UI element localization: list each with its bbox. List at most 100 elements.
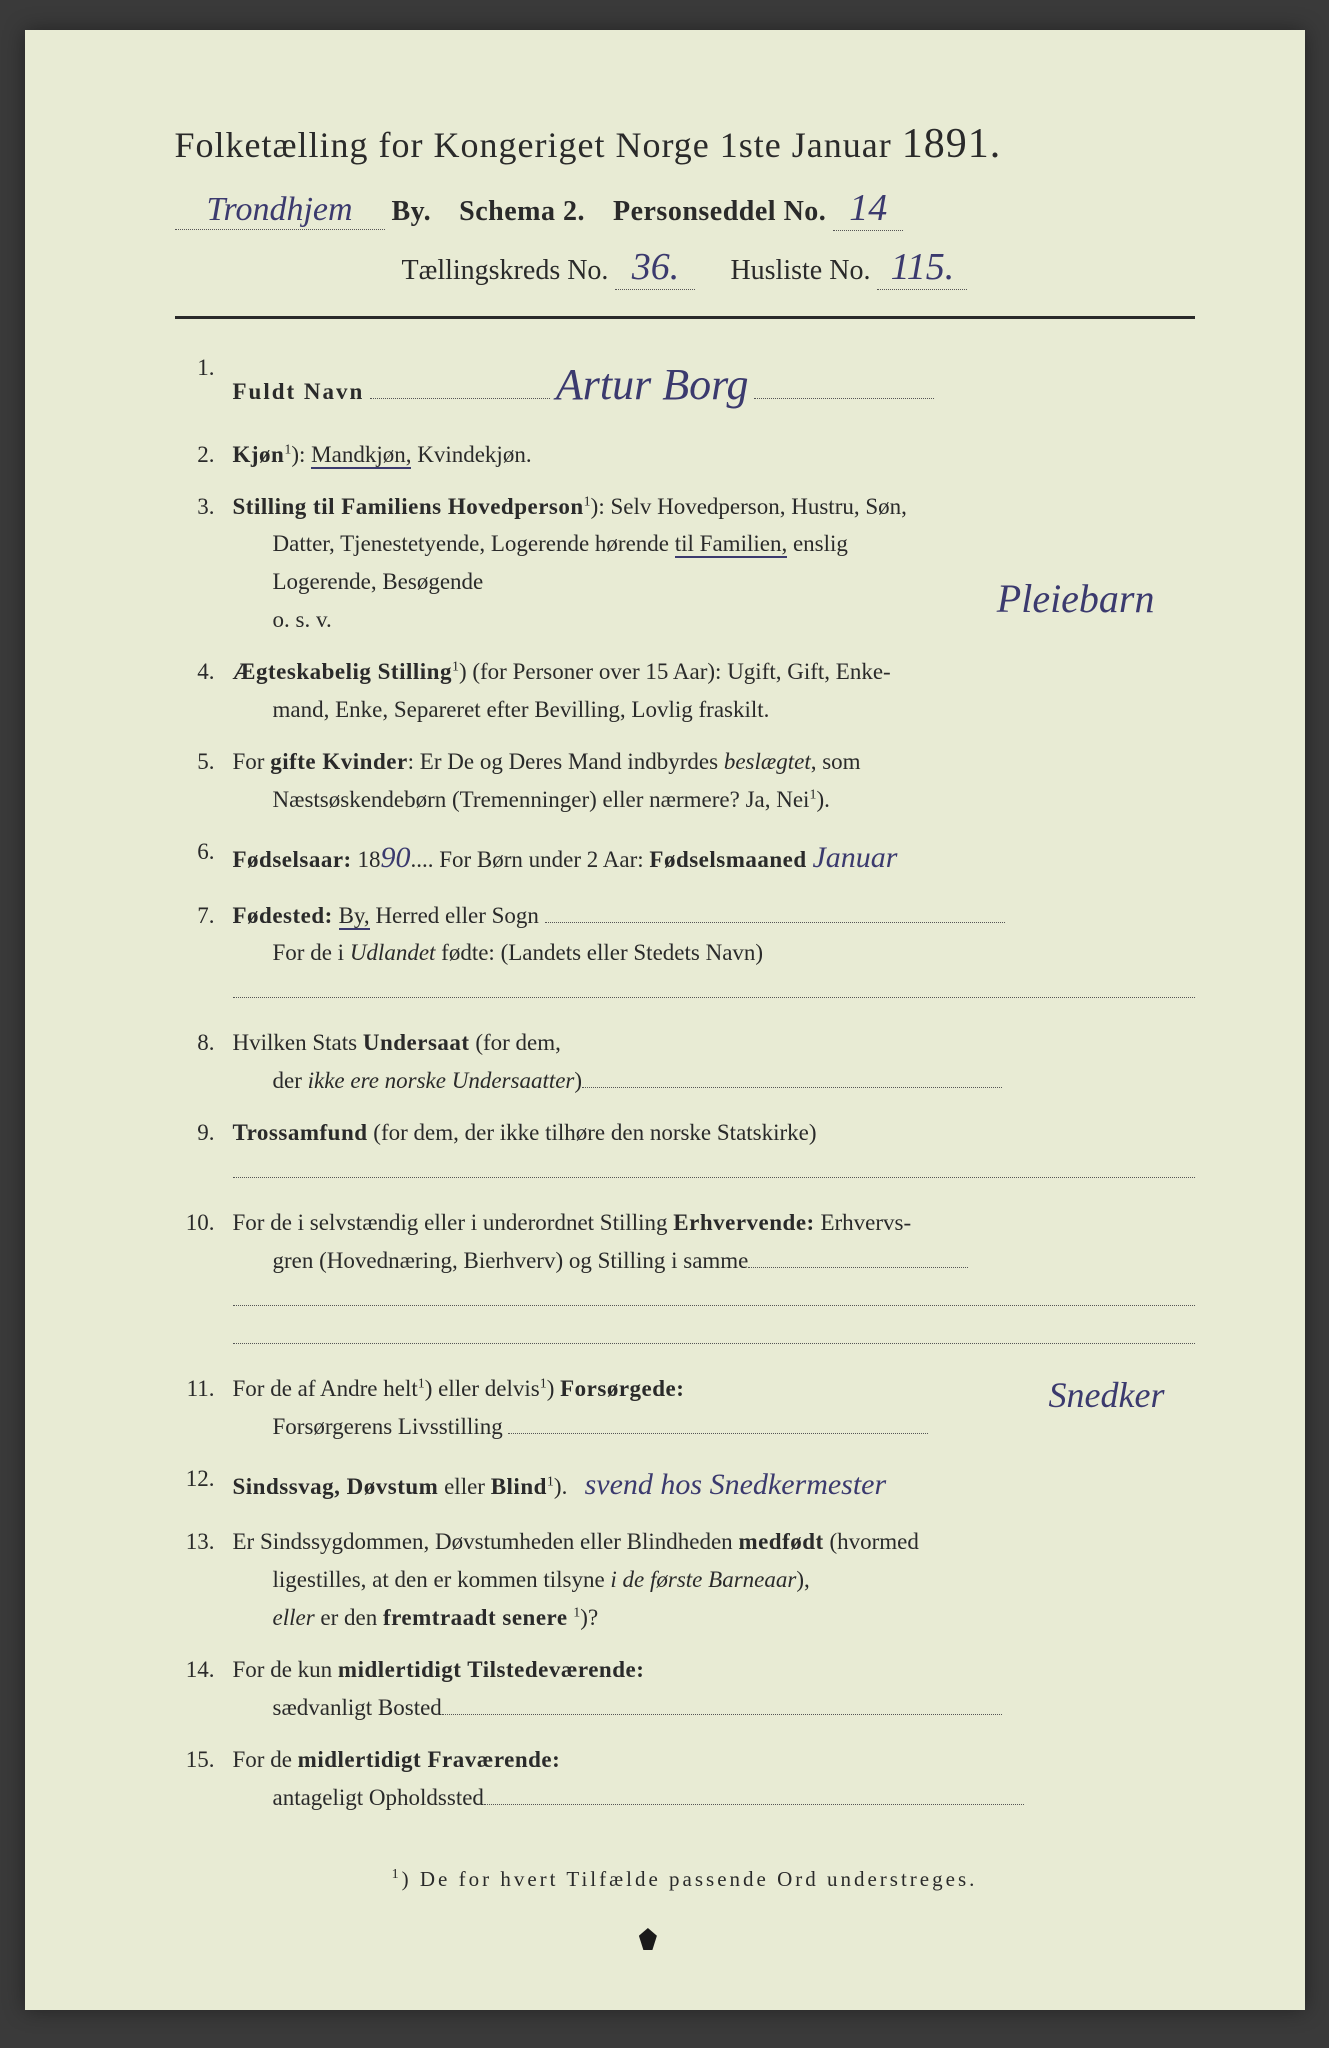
q3-l2b: til Familien,: [675, 531, 787, 558]
q11-l2: Forsørgerens Livsstilling: [233, 1414, 503, 1439]
field-15-temp-absent: 15. For de midlertidigt Fraværende: anta…: [175, 1741, 1195, 1817]
num-11: 11.: [175, 1370, 233, 1446]
q13-l3b: er den: [315, 1605, 383, 1630]
q12-label2: Blind: [491, 1474, 547, 1499]
field-4-marital: 4. Ægteskabelig Stilling1) (for Personer…: [175, 653, 1195, 729]
q6-rest: For Børn under 2 Aar:: [439, 847, 649, 872]
q8-l1a: Hvilken Stats: [233, 1030, 363, 1055]
q6-hw: Januar: [812, 841, 897, 874]
husliste-no: 115.: [877, 245, 967, 290]
q11-hw: Snedker: [1049, 1366, 1165, 1425]
field-11-supported: 11. For de af Andre helt1) eller delvis1…: [175, 1370, 1195, 1446]
field-3-position: 3. Stilling til Familiens Hovedperson1):…: [175, 488, 1195, 640]
title-text: Folketælling for Kongeriget Norge 1ste J…: [175, 125, 892, 165]
q10-l1b: Erhvervende:: [673, 1210, 814, 1235]
kreds-label: Tællingskreds No.: [402, 255, 609, 286]
title-year: 1891.: [902, 121, 1002, 167]
q13-l1a: Er Sindssygdommen, Døvstumheden eller Bl…: [233, 1529, 739, 1554]
name-value: Artur Borg: [556, 360, 749, 409]
label-fuldt-navn: Fuldt Navn: [233, 379, 365, 404]
header-title: Folketælling for Kongeriget Norge 1ste J…: [175, 120, 1195, 168]
divider: [175, 316, 1195, 319]
num-8: 8.: [175, 1024, 233, 1100]
field-1-name: 1. Fuldt Navn Artur Borg: [175, 349, 1195, 422]
opt-mandkjon: Mandkjøn,: [311, 442, 411, 469]
q5-l1a: For: [233, 749, 271, 774]
field-2-sex: 2. Kjøn1): Mandkjøn, Kvindekjøn.: [175, 436, 1195, 474]
ink-blot: [639, 1928, 657, 1950]
field-6-birthyear: 6. Fødselsaar: 1890.... For Børn under 2…: [175, 833, 1195, 883]
q5-l1e: , som: [811, 749, 861, 774]
q13-l2a: ligestilles, at den er kommen tilsyne: [233, 1567, 611, 1592]
q5-l1c: : Er De og Deres Mand indbyrdes: [408, 749, 724, 774]
header-line-3: Tællingskreds No. 36. Husliste No. 115.: [175, 245, 1195, 290]
q3-l3: Logerende, Besøgende: [233, 569, 484, 594]
q13-l1b: medfødt: [738, 1529, 823, 1554]
q7-l2a: For de i: [233, 940, 350, 965]
q6-year: 90: [380, 841, 410, 874]
num-3: 3.: [175, 488, 233, 640]
q5-l1d: beslægtet: [724, 749, 811, 774]
field-10-occupation: 10. For de i selvstændig eller i underor…: [175, 1204, 1195, 1356]
q11-l1a: For de af Andre helt: [233, 1376, 418, 1401]
q11-l1b: ) eller delvis: [425, 1376, 540, 1401]
q3-l2a: Datter, Tjenestetyende, Logerende hørend…: [233, 531, 675, 556]
schema-label: Schema 2.: [459, 196, 585, 227]
q10-l2: gren (Hovednæring, Bierhverv) og Stillin…: [233, 1248, 749, 1273]
q14-l1a: For de kun: [233, 1657, 338, 1682]
num-7: 7.: [175, 897, 233, 1011]
q3-l2c: enslig: [787, 531, 848, 556]
header-line-2: Trondhjem By. Schema 2. Personseddel No.…: [175, 186, 1195, 231]
q6-label: Fødselsaar:: [233, 847, 352, 872]
q14-l2: sædvanligt Bosted: [233, 1695, 442, 1720]
footnote-text: ) De for hvert Tilfælde passende Ord und…: [402, 1867, 978, 1891]
q15-l1b: midlertidigt Fraværende:: [298, 1747, 561, 1772]
q8-l1b: Undersaat: [363, 1030, 470, 1055]
num-6: 6.: [175, 833, 233, 883]
q9-label: Trossamfund: [233, 1120, 368, 1145]
personseddel-no: 14: [833, 186, 903, 231]
field-12-disability: 12. Sindssvag, Døvstum eller Blind1). sv…: [175, 1460, 1195, 1510]
q6-prefix: 18: [357, 847, 380, 872]
num-12: 12.: [175, 1460, 233, 1510]
footnote-sup: 1: [392, 1867, 402, 1882]
footnote: 1) De for hvert Tilfælde passende Ord un…: [175, 1867, 1195, 1892]
q5-l2a: Næstsøskendebørn (Tremenninger) eller næ…: [233, 787, 810, 812]
q8-l1c: (for dem,: [470, 1030, 561, 1055]
q15-l1a: For de: [233, 1747, 298, 1772]
by-label: By.: [392, 196, 432, 227]
q7-rest: Herred eller Sogn: [370, 903, 539, 928]
field-14-temp-present: 14. For de kun midlertidigt Tilstedevære…: [175, 1651, 1195, 1727]
q13-l2b: i de første Barneaar: [610, 1567, 796, 1592]
q12-hw: svend hos Snedkermester: [585, 1468, 887, 1501]
q7-opt1: By,: [339, 903, 370, 930]
num-4: 4.: [175, 653, 233, 729]
num-5: 5.: [175, 743, 233, 819]
q9-rest: (for dem, der ikke tilhøre den norske St…: [368, 1120, 817, 1145]
num-15: 15.: [175, 1741, 233, 1817]
by-handwritten: Trondhjem: [175, 191, 385, 230]
kreds-no: 36.: [615, 245, 695, 290]
personseddel-label: Personseddel No.: [613, 196, 826, 227]
opt-kvindekjon: Kvindekjøn.: [417, 442, 531, 467]
q7-l2c: fødte: (Landets eller Stedets Navn): [435, 940, 763, 965]
q8-l2b: ikke ere norske Undersaatter: [308, 1068, 575, 1093]
q7-l2b: Udlandet: [350, 940, 436, 965]
census-form-page: Folketælling for Kongeriget Norge 1ste J…: [25, 30, 1305, 2010]
num-1: 1.: [175, 349, 233, 422]
q4-l2: mand, Enke, Separeret efter Bevilling, L…: [233, 697, 770, 722]
field-8-citizenship: 8. Hvilken Stats Undersaat (for dem, der…: [175, 1024, 1195, 1100]
q13-l3a: eller: [233, 1605, 315, 1630]
num-10: 10.: [175, 1204, 233, 1356]
q10-l1c: Erhvervs-: [815, 1210, 911, 1235]
q4-l1b: ) (for Personer over 15 Aar): Ugift, Gif…: [459, 659, 891, 684]
q3-l1b: ): Selv Hovedperson, Hustru, Søn,: [591, 494, 907, 519]
q7-label: Fødested:: [233, 903, 333, 928]
q13-l3d: )?: [580, 1605, 598, 1630]
q3-l1a: Stilling til Familiens Hovedperson: [233, 494, 584, 519]
num-9: 9.: [175, 1114, 233, 1190]
q15-l2: antageligt Opholdssted: [233, 1785, 484, 1810]
field-5-married-women: 5. For gifte Kvinder: Er De og Deres Man…: [175, 743, 1195, 819]
q11-l1d: Forsørgede:: [560, 1376, 684, 1401]
q13-l2c: ),: [796, 1567, 809, 1592]
